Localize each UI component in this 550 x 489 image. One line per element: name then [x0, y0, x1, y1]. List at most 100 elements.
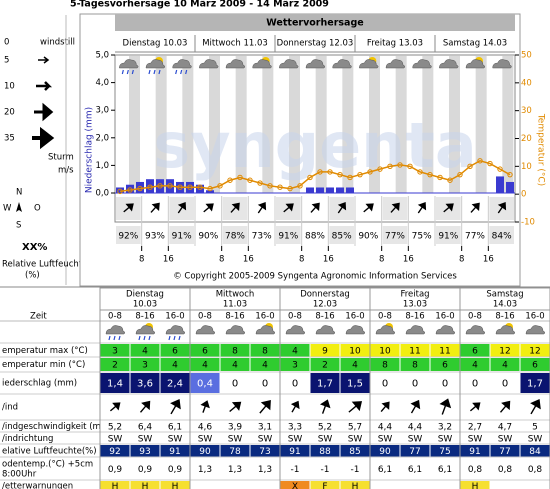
- weather-icon: [105, 325, 126, 341]
- humidity-cell: [222, 226, 248, 244]
- temperature-dot: [167, 183, 173, 189]
- precip-bar: [326, 187, 334, 193]
- cell: [370, 445, 400, 457]
- compass-o: O: [34, 204, 41, 214]
- temperature-dot: [327, 169, 333, 175]
- y-tick-label: 1,0: [95, 161, 109, 171]
- cell-value: 1,4: [107, 379, 123, 390]
- cell: [340, 421, 370, 432]
- cell: [280, 373, 310, 393]
- cell-value: 3,2: [438, 423, 452, 433]
- stripe: [369, 56, 380, 193]
- wind-arrow: [310, 202, 320, 213]
- y2-tick-label: 0: [521, 190, 526, 200]
- cloud: [279, 59, 299, 69]
- cell: [160, 344, 190, 357]
- cell-value: SW: [438, 435, 453, 445]
- cell: [220, 421, 250, 432]
- speed-label: 20: [4, 108, 15, 118]
- cell: [220, 481, 250, 489]
- period: 8-16: [315, 312, 334, 322]
- cell: [490, 344, 520, 357]
- cell-value: 0,4: [197, 379, 213, 390]
- weather-icon: [279, 59, 299, 69]
- cell-value: 3: [292, 361, 298, 371]
- y2-axis-title: Temperatur (°C): [536, 113, 546, 186]
- temperature-dot: [267, 183, 273, 189]
- cell: [250, 421, 280, 432]
- cell: [280, 433, 310, 444]
- temperature-dot: [357, 171, 363, 178]
- cell: [310, 373, 340, 393]
- cell-value: 1,3: [228, 465, 242, 475]
- cell-value: 8: [382, 361, 388, 371]
- temperature-dot: [487, 160, 493, 167]
- temperature-dot: [227, 177, 233, 183]
- weather-icon: [285, 325, 306, 335]
- humidity-label: 91%: [278, 232, 298, 242]
- day-date: 12.03: [313, 300, 337, 310]
- cloud: [525, 325, 546, 335]
- wind-arrow: [229, 401, 242, 413]
- cell-value: 12: [499, 347, 510, 357]
- wind-arrow: [123, 203, 134, 213]
- cell-value: 4: [472, 361, 478, 371]
- cloud: [199, 59, 219, 69]
- wind-arrow: [139, 400, 151, 413]
- cell-value: SW: [318, 435, 333, 445]
- weather-icon: [225, 59, 246, 69]
- cloud: [375, 325, 396, 335]
- precip-bar: [506, 181, 514, 193]
- rain: [148, 69, 161, 75]
- cell: [490, 358, 520, 371]
- humidity-label: 75%: [412, 232, 432, 242]
- cell: [310, 344, 340, 357]
- cell: [460, 433, 490, 444]
- cell: [520, 344, 550, 357]
- cell: [160, 481, 190, 489]
- period: 16-0: [255, 312, 274, 322]
- cell: [310, 433, 340, 444]
- cell: [250, 373, 280, 393]
- stripe: [235, 56, 247, 193]
- precip-bar: [196, 184, 204, 193]
- windstill-label: windstill: [40, 38, 75, 48]
- weather-icon: [435, 325, 456, 335]
- wind-arrow: [200, 400, 210, 413]
- cell: [190, 373, 220, 393]
- cell: [310, 458, 340, 480]
- cell: [100, 358, 130, 371]
- wind-arrow: [337, 202, 347, 214]
- day-label: Dienstag 10.03: [123, 39, 188, 49]
- row-label: /indrichtung: [2, 434, 53, 444]
- temperature-dot: [287, 185, 293, 192]
- humidity-cell: [249, 226, 274, 244]
- cell: [310, 358, 340, 371]
- cell: [190, 445, 220, 457]
- rain: [175, 69, 188, 75]
- cell: [190, 433, 220, 444]
- period: 16-0: [345, 312, 364, 322]
- cloud: [225, 325, 246, 335]
- cell-value: 6,1: [408, 465, 422, 475]
- cell: [340, 445, 370, 457]
- wind-arrow: [443, 203, 454, 213]
- x-tick-label: 8: [139, 255, 144, 265]
- cell: [490, 481, 520, 489]
- precip-bar: [136, 181, 144, 193]
- cell: [460, 344, 490, 357]
- weather-icon: [195, 325, 216, 335]
- cell: [340, 458, 370, 480]
- day-date: 13.03: [403, 300, 427, 310]
- temperature-dot: [317, 169, 323, 175]
- rain: [138, 335, 151, 341]
- row-label: odentemp.(°C) +5cm: [2, 460, 93, 470]
- temperature-dot: [297, 183, 303, 189]
- cell-value: 77: [499, 447, 510, 457]
- cell-value: 85: [349, 447, 360, 457]
- cell: [400, 373, 430, 393]
- wind-arrow: [417, 202, 427, 214]
- row-label: /indgeschwindigkeit (m/s): [2, 422, 111, 432]
- cloud: [492, 59, 512, 69]
- cell-value: 11: [409, 347, 420, 357]
